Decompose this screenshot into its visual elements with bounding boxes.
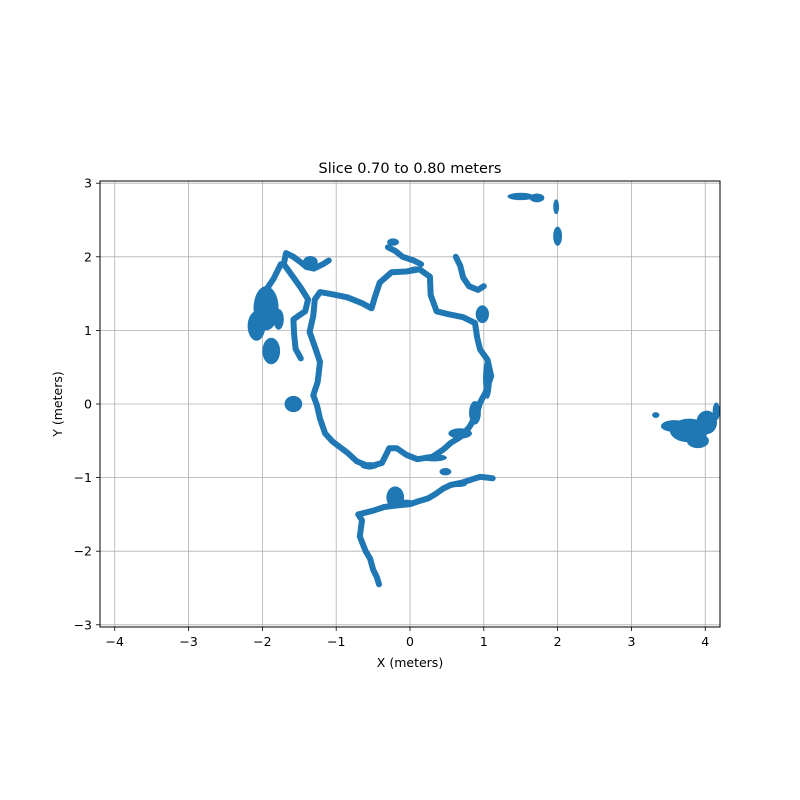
x-tick-label: 3 bbox=[627, 634, 635, 649]
y-tick-label: 3 bbox=[84, 176, 92, 191]
point-cluster bbox=[660, 420, 688, 432]
point-cluster bbox=[686, 433, 709, 449]
point-trace bbox=[384, 244, 425, 268]
chart-title: Slice 0.70 to 0.80 meters bbox=[319, 161, 502, 177]
point-cluster bbox=[397, 499, 416, 508]
x-tick-label: −3 bbox=[179, 634, 197, 649]
x-axis-label: X (meters) bbox=[377, 655, 443, 670]
y-tick-label: 2 bbox=[84, 249, 92, 264]
point-cluster bbox=[360, 462, 379, 470]
point-cluster bbox=[469, 401, 481, 425]
y-tick-label: −3 bbox=[74, 617, 92, 632]
point-cluster bbox=[475, 305, 489, 324]
x-tick-label: 4 bbox=[701, 634, 709, 649]
point-trace bbox=[280, 250, 332, 362]
point-trace bbox=[355, 473, 496, 518]
axis-ticks: −4 −3 −2 −1 0 1 2 3 4 −3 −2 −1 0 1 2 3 bbox=[74, 176, 710, 649]
point-trace bbox=[452, 253, 487, 293]
point-cluster bbox=[408, 266, 424, 273]
point-cluster bbox=[652, 412, 660, 418]
grid bbox=[100, 181, 720, 627]
point-cluster bbox=[420, 454, 447, 462]
point-cluster bbox=[483, 357, 492, 399]
point-cluster bbox=[529, 193, 545, 203]
y-axis-label: Y (meters) bbox=[50, 371, 65, 437]
y-tick-label: 0 bbox=[84, 397, 92, 412]
data-points bbox=[247, 192, 720, 588]
x-tick-label: 2 bbox=[554, 634, 562, 649]
x-tick-label: −1 bbox=[327, 634, 345, 649]
y-tick-label: −2 bbox=[74, 544, 92, 559]
point-cluster bbox=[448, 428, 473, 439]
point-cluster bbox=[387, 238, 399, 246]
point-cluster bbox=[273, 309, 284, 330]
point-cluster bbox=[553, 199, 560, 215]
x-tick-label: −2 bbox=[253, 634, 271, 649]
x-tick-label: −4 bbox=[106, 634, 124, 649]
y-tick-label: −1 bbox=[74, 470, 92, 485]
point-cluster bbox=[439, 468, 452, 476]
point-cluster bbox=[302, 256, 318, 268]
point-cluster bbox=[284, 395, 303, 413]
point-cluster bbox=[247, 311, 266, 341]
point-cluster bbox=[262, 337, 281, 365]
point-cluster bbox=[696, 410, 718, 435]
point-cluster bbox=[553, 226, 563, 246]
point-trace bbox=[263, 261, 284, 293]
point-cluster bbox=[507, 192, 534, 201]
point-trace bbox=[355, 511, 382, 588]
y-tick-label: 1 bbox=[84, 323, 92, 338]
x-tick-label: 1 bbox=[480, 634, 488, 649]
x-tick-label: 0 bbox=[406, 634, 414, 649]
point-cluster bbox=[449, 481, 467, 488]
point-cluster bbox=[712, 402, 720, 421]
